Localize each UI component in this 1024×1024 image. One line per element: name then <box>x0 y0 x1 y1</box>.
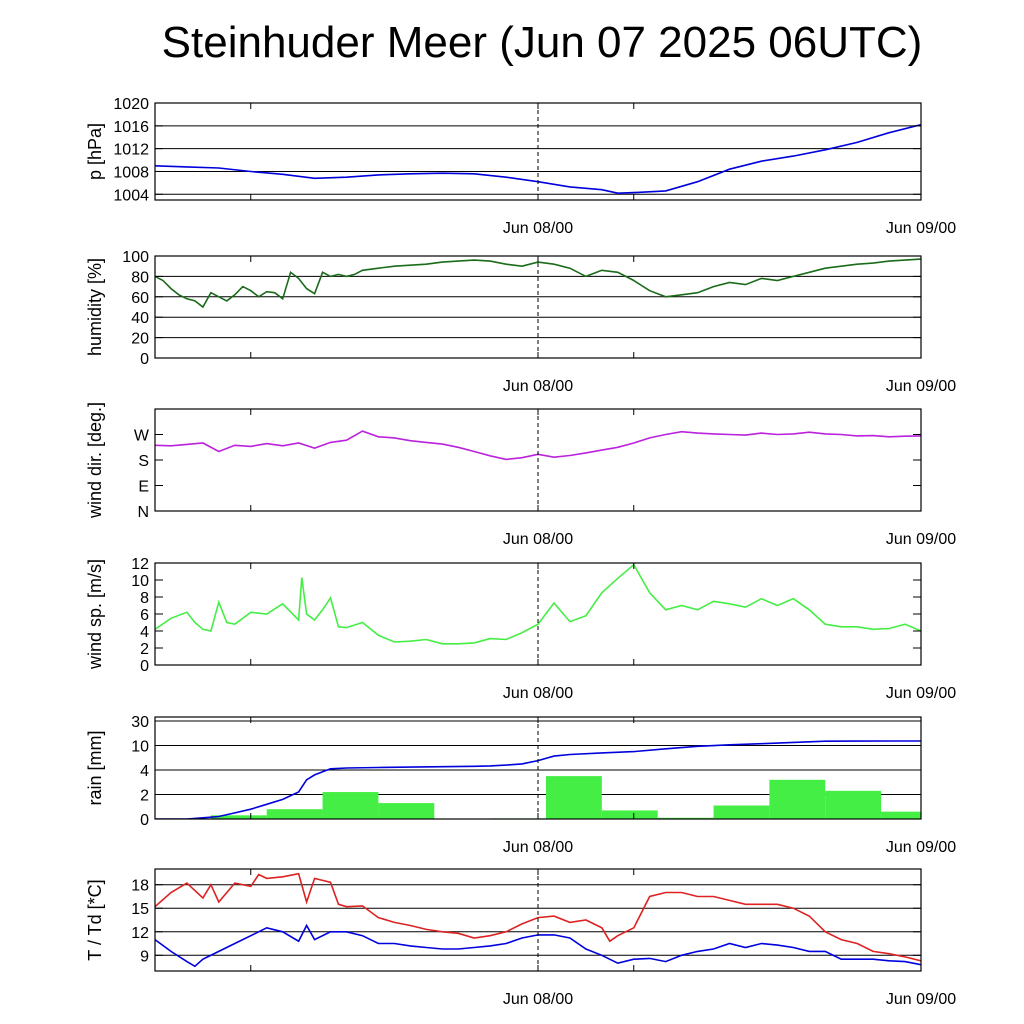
y-tick-label: 30 <box>131 714 149 731</box>
rain-bar <box>657 817 714 819</box>
series-line-1 <box>155 872 921 962</box>
y-tick-label: 10 <box>131 739 149 756</box>
y-tick-label: S <box>138 453 149 470</box>
series-line-1 <box>155 563 921 645</box>
y-tick-label: E <box>138 479 149 496</box>
series-line-1 <box>155 740 921 819</box>
rain-bar <box>881 811 921 819</box>
series-line-2 <box>155 923 921 968</box>
y-tick-label: 18 <box>131 878 149 895</box>
y-tick-label: 1008 <box>113 164 149 181</box>
y-axis-label: humidity [%] <box>85 258 105 356</box>
y-axis-label: wind dir. [deg.] <box>85 402 105 519</box>
x-tick-label: Jun 08/00 <box>503 991 573 1008</box>
y-tick-label: 0 <box>140 812 149 829</box>
y-axis-label: rain [mm] <box>85 730 105 805</box>
x-tick-label: Jun 08/00 <box>503 531 573 548</box>
x-tick-label: Jun 09/00 <box>886 220 956 237</box>
x-tick-label: Jun 09/00 <box>886 531 956 548</box>
series-line-1 <box>155 123 921 195</box>
y-tick-label: 1016 <box>113 119 149 136</box>
x-tick-label: Jun 08/00 <box>503 220 573 237</box>
y-tick-label: 1012 <box>113 142 149 159</box>
series-line-1 <box>155 258 921 309</box>
rain-bar <box>713 805 770 819</box>
x-tick-label: Jun 09/00 <box>886 378 956 395</box>
x-tick-label: Jun 08/00 <box>503 378 573 395</box>
rain-bar <box>322 792 379 819</box>
y-tick-label: 20 <box>131 331 149 348</box>
y-tick-label: 0 <box>140 658 149 675</box>
y-tick-label: 15 <box>131 901 149 918</box>
y-tick-label: W <box>134 428 150 445</box>
y-tick-label: 4 <box>140 763 149 780</box>
y-tick-label: 6 <box>140 607 149 624</box>
panel-2: 0 20 40 60 80 100 Jun 08/00 Jun 09/00 humidity [… <box>85 249 956 395</box>
y-tick-label: 1004 <box>113 187 149 204</box>
y-tick-label: 40 <box>131 310 149 327</box>
x-tick-label: Jun 08/00 <box>503 685 573 702</box>
rain-bar <box>769 779 826 819</box>
y-tick-label: 80 <box>131 269 149 286</box>
y-tick-label: 2 <box>140 641 149 658</box>
x-tick-label: Jun 09/00 <box>886 685 956 702</box>
panel-1: 1004 1008 1012 1016 1020 Jun 08/00 Jun 09/00 p … <box>85 96 956 237</box>
rain-bar <box>210 815 267 819</box>
y-tick-label: 10 <box>131 573 149 590</box>
x-tick-label: Jun 09/00 <box>886 839 956 856</box>
y-tick-label: 2 <box>140 788 149 805</box>
y-tick-label: 100 <box>122 249 149 266</box>
rain-bar <box>825 790 882 819</box>
panel-6: 9 12 15 18 Jun 08/00 Jun 09/00 T / Td [*C] <box>85 868 956 1008</box>
x-tick-label: Jun 08/00 <box>503 839 573 856</box>
y-tick-label: 4 <box>140 624 149 641</box>
y-axis-label: p [hPa] <box>85 123 105 180</box>
y-tick-label: 60 <box>131 290 149 307</box>
rain-bar <box>378 803 435 819</box>
y-tick-label: N <box>137 504 149 521</box>
rain-bar <box>266 809 323 819</box>
y-axis-label: wind sp. [m/s] <box>85 559 105 670</box>
y-tick-label: 12 <box>131 556 149 573</box>
x-tick-label: Jun 09/00 <box>886 991 956 1008</box>
y-tick-label: 0 <box>140 351 149 368</box>
panel-5: 0 2 4 10 30 Jun 08/00 Jun 09/00 rain [mm] <box>85 714 956 856</box>
y-tick-label: 12 <box>131 925 149 942</box>
rain-bar <box>601 810 658 819</box>
y-tick-label: 9 <box>140 948 149 965</box>
y-axis-label: T / Td [*C] <box>85 879 105 960</box>
y-tick-label: 1020 <box>113 96 149 113</box>
y-tick-label: 8 <box>140 590 149 607</box>
page-title: Steinhuder Meer (Jun 07 2025 06UTC) <box>161 18 923 67</box>
rain-bar <box>545 776 602 819</box>
